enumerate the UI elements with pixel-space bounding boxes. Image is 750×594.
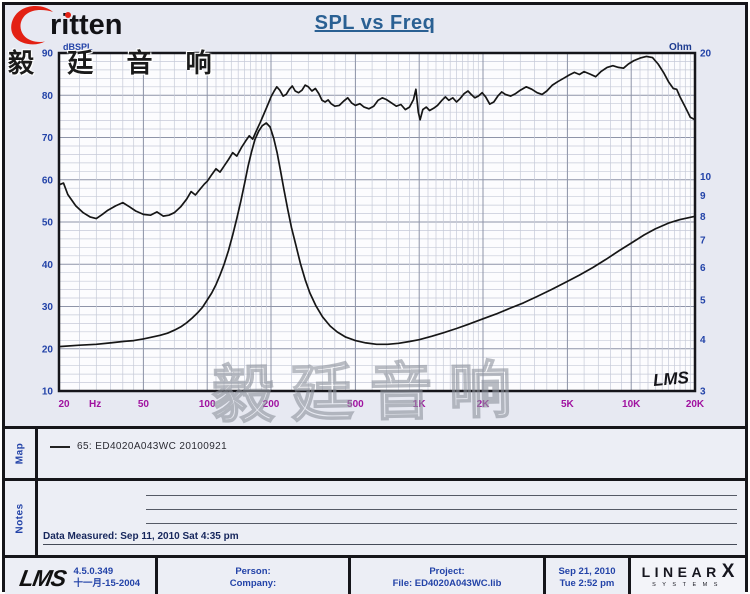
footer-project-cell: Project: File: ED4020A043WC.lib <box>351 558 546 594</box>
svg-text:5K: 5K <box>561 399 575 410</box>
linearx-logo-text: LINEAR <box>641 563 721 580</box>
svg-text:50: 50 <box>138 399 150 410</box>
map-section: Map 65: ED4020A043WC 20100921 <box>5 426 745 478</box>
svg-text:6: 6 <box>700 263 706 274</box>
x-axis-unit: Hz <box>89 399 101 410</box>
svg-text:40: 40 <box>42 260 54 271</box>
svg-text:200: 200 <box>263 399 280 410</box>
watermark-text: 毅廷音响 <box>211 355 530 431</box>
svg-text:60: 60 <box>42 175 54 186</box>
page-title: SPL vs Freq <box>314 11 436 34</box>
project-label: Project: <box>429 566 465 577</box>
footer-person-cell: Person: Company: <box>158 558 351 594</box>
svg-text:7: 7 <box>700 236 706 247</box>
svg-text:5: 5 <box>700 296 706 307</box>
svg-text:500: 500 <box>347 399 364 410</box>
spl-vs-freq-chart: 90 80 70 60 50 40 30 20 10 20 10 9 8 7 6 5 4 3 20 50 100 200 5… <box>42 42 712 411</box>
print-time: Tue 2:52 pm <box>559 578 615 589</box>
brand-swoosh-icon <box>11 6 54 45</box>
notes-label: Notes <box>14 502 26 534</box>
svg-text:90: 90 <box>42 49 54 60</box>
notes-content: Data Measured: Sep 11, 2010 Sat 4:35 pm <box>38 481 745 555</box>
legend-text: 65: ED4020A043WC 20100921 <box>77 441 228 452</box>
title-row: SPL vs Freq <box>5 5 745 41</box>
chart-area: 90 80 70 60 50 40 30 20 10 20 10 9 8 7 6 5 4 3 20 50 100 200 5… <box>5 41 745 426</box>
svg-text:30: 30 <box>42 302 54 313</box>
svg-text:8: 8 <box>700 212 706 223</box>
print-date: Sep 21, 2010 <box>558 566 616 577</box>
linearx-systems-text: SYSTEMS <box>652 581 724 588</box>
notes-label-stub: Notes <box>5 481 38 555</box>
company-label: Company: <box>229 578 277 589</box>
svg-text:20K: 20K <box>686 399 705 410</box>
curve-spl <box>58 55 696 220</box>
lms-version: 4.5.0.349 <box>73 566 114 577</box>
note-line <box>146 495 737 496</box>
brand-subtitle: 毅 廷 音 响 <box>8 48 225 78</box>
tick-labels: 90 80 70 60 50 40 30 20 10 20 10 9 8 7 6 5 4 3 20 50 100 200 5… <box>42 49 712 411</box>
notes-section: Notes Data Measured: Sep 11, 2010 Sat 4:… <box>5 478 745 555</box>
curve-impedance <box>58 122 696 348</box>
footer-bar: LMS 4.5.0.349 十一月-15-2004 Person: Compan… <box>5 555 745 594</box>
svg-text:1K: 1K <box>413 399 427 410</box>
svg-text:10K: 10K <box>622 399 641 410</box>
brand-name: ritten <box>50 9 123 41</box>
map-content: 65: ED4020A043WC 20100921 <box>38 429 745 478</box>
svg-text:20: 20 <box>700 49 712 60</box>
legend-line-swatch <box>50 445 70 448</box>
map-label-stub: Map <box>5 429 38 478</box>
svg-text:10: 10 <box>42 387 54 398</box>
svg-text:80: 80 <box>42 91 54 102</box>
svg-text:9: 9 <box>700 191 706 202</box>
plot-border <box>57 51 697 393</box>
y-left-axis-unit: dBSPL <box>63 42 93 52</box>
y-right-axis-unit: Ohm <box>669 42 692 53</box>
grid-layer <box>59 53 695 391</box>
linearx-logo-x: X <box>721 560 735 582</box>
note-line <box>146 523 737 524</box>
lms-logo: LMS <box>17 565 68 591</box>
file-label: File: ED4020A043WC.lib <box>392 578 502 589</box>
footer-linearx-cell: LINEAR X SYSTEMS <box>631 558 745 594</box>
brand-logo: ritten 毅 廷 音 响 <box>8 5 212 78</box>
svg-text:50: 50 <box>42 218 54 229</box>
brand-i-dot <box>65 12 71 18</box>
svg-text:2K: 2K <box>477 399 491 410</box>
person-label: Person: <box>235 566 271 577</box>
note-line <box>146 509 737 510</box>
legend-item: 65: ED4020A043WC 20100921 <box>50 441 227 452</box>
footer-date-cell: Sep 21, 2010 Tue 2:52 pm <box>546 558 631 594</box>
lms-version-date: 十一月-15-2004 <box>73 578 141 589</box>
lms-plot-logo: LMS <box>652 368 690 390</box>
data-measured-text: Data Measured: Sep 11, 2010 Sat 4:35 pm <box>43 531 737 545</box>
svg-text:4: 4 <box>700 335 706 346</box>
svg-text:3: 3 <box>700 387 706 398</box>
svg-text:100: 100 <box>199 399 216 410</box>
svg-text:10: 10 <box>700 172 712 183</box>
svg-text:20: 20 <box>42 344 54 355</box>
curve-layer <box>58 55 696 348</box>
map-label: Map <box>14 442 26 465</box>
svg-text:70: 70 <box>42 133 54 144</box>
svg-text:20: 20 <box>58 399 70 410</box>
footer-lms-cell: LMS 4.5.0.349 十一月-15-2004 <box>5 558 158 594</box>
